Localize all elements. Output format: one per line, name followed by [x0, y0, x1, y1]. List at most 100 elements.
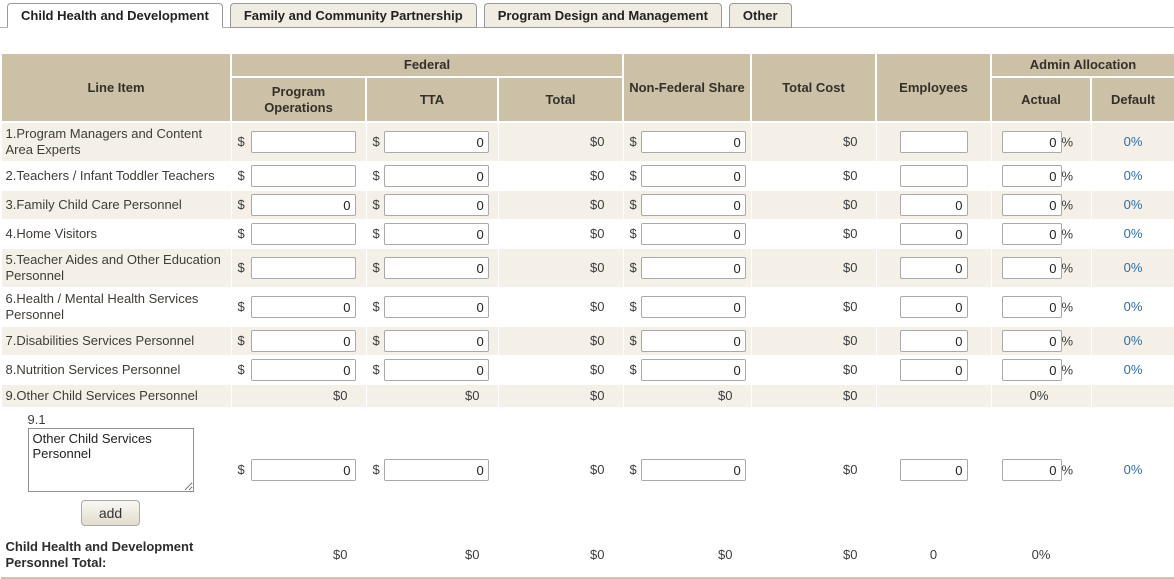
percent-sign: %	[1061, 134, 1074, 150]
percent-sign: %	[1061, 299, 1074, 315]
dollar-sign: $	[372, 333, 380, 348]
actual-percent-input[interactable]	[1001, 194, 1062, 216]
program-operations-input[interactable]	[250, 459, 356, 481]
table-row: 2.Teachers / Infant Toddler Teachers $ $…	[0, 161, 1174, 191]
tta-input[interactable]	[383, 131, 489, 153]
non-federal-share-input[interactable]	[640, 257, 746, 279]
program-operations-input[interactable]	[250, 257, 356, 279]
col-header-default: Default	[1090, 76, 1174, 123]
total-cost-value: $0	[750, 190, 877, 220]
dollar-sign: $	[629, 333, 637, 348]
total-row: Child Health and Development Personnel T…	[0, 532, 1174, 579]
tta-input[interactable]	[383, 296, 489, 318]
line-item-label: 7.Disabilities Services Personnel	[0, 326, 232, 356]
tta-input[interactable]	[383, 257, 489, 279]
program-operations-input[interactable]	[250, 359, 356, 381]
tta-input[interactable]	[383, 165, 489, 187]
non-federal-share-input[interactable]	[640, 194, 746, 216]
default-percent-link[interactable]: 0%	[1123, 333, 1143, 348]
non-federal-share-input[interactable]	[640, 359, 746, 381]
actual-percent-input[interactable]	[1001, 330, 1062, 352]
actual-percent-input[interactable]	[1001, 131, 1062, 153]
actual-percent-input[interactable]	[1001, 257, 1062, 279]
non-federal-share-input[interactable]	[640, 165, 746, 187]
program-operations-input[interactable]	[250, 223, 356, 245]
program-operations-input[interactable]	[250, 131, 356, 153]
tta-input[interactable]	[383, 359, 489, 381]
default-percent-link[interactable]: 0%	[1123, 299, 1143, 314]
dollar-sign: $	[237, 226, 245, 241]
table-row: 3.Family Child Care Personnel $ $ $0 $ $…	[0, 190, 1174, 220]
employees-input[interactable]	[899, 194, 968, 216]
col-header-non-federal-share: Non-Federal Share	[622, 52, 752, 123]
non-federal-share-value: $0	[622, 384, 752, 408]
actual-percent-value: 0%	[990, 384, 1092, 408]
dollar-sign: $	[629, 168, 637, 183]
other-personnel-name-textarea[interactable]: Other Child Services Personnel	[27, 428, 194, 492]
program-operations-input[interactable]	[250, 296, 356, 318]
footer-tta-total: $0	[365, 532, 499, 579]
footer-program-operations-total: $0	[230, 532, 367, 579]
federal-total-value: $0	[497, 355, 624, 385]
employees-input[interactable]	[899, 359, 968, 381]
employees-input[interactable]	[899, 330, 968, 352]
dollar-sign: $	[372, 260, 380, 275]
line-item-label: 8.Nutrition Services Personnel	[0, 355, 232, 385]
table-row: 1.Program Managers and Content Area Expe…	[0, 121, 1174, 162]
program-operations-input[interactable]	[250, 194, 356, 216]
line-item-label: 3.Family Child Care Personnel	[0, 190, 232, 220]
line-item-label: 1.Program Managers and Content Area Expe…	[0, 121, 232, 162]
actual-percent-input[interactable]	[1001, 223, 1062, 245]
employees-input[interactable]	[899, 257, 968, 279]
percent-sign: %	[1061, 168, 1074, 184]
non-federal-share-input[interactable]	[640, 330, 746, 352]
federal-total-value: $0	[497, 248, 624, 288]
actual-percent-input[interactable]	[1001, 296, 1062, 318]
col-header-program-operations: Program Operations	[230, 76, 367, 123]
tab-family-and-community-partnership[interactable]: Family and Community Partnership	[229, 3, 477, 28]
footer-default-blank	[1090, 532, 1174, 579]
employees-input[interactable]	[899, 296, 968, 318]
non-federal-share-input[interactable]	[640, 459, 746, 481]
line-item-label: 2.Teachers / Infant Toddler Teachers	[0, 161, 232, 191]
percent-sign: %	[1061, 197, 1074, 213]
actual-percent-input[interactable]	[1001, 165, 1062, 187]
tta-input[interactable]	[383, 330, 489, 352]
table-row: 8.Nutrition Services Personnel $ $ $0 $ …	[0, 355, 1174, 385]
non-federal-share-input[interactable]	[640, 296, 746, 318]
tta-input[interactable]	[383, 194, 489, 216]
employees-input[interactable]	[899, 165, 968, 187]
dollar-sign: $	[237, 168, 245, 183]
non-federal-share-input[interactable]	[640, 131, 746, 153]
total-cost-value: $0	[750, 384, 877, 408]
tab-other[interactable]: Other	[728, 3, 792, 28]
category-tabbar: Child Health and Development Family and …	[0, 0, 1174, 28]
tab-program-design-and-management[interactable]: Program Design and Management	[483, 3, 722, 28]
footer-employees-total: 0	[875, 532, 992, 579]
line-item-label: 6.Health / Mental Health Services Person…	[0, 287, 232, 327]
dollar-sign: $	[372, 134, 380, 149]
default-percent-link[interactable]: 0%	[1123, 462, 1143, 477]
default-percent-link[interactable]: 0%	[1123, 197, 1143, 212]
program-operations-input[interactable]	[250, 330, 356, 352]
default-percent-link[interactable]: 0%	[1123, 134, 1143, 149]
dollar-sign: $	[629, 462, 637, 477]
employees-input[interactable]	[899, 459, 968, 481]
actual-percent-input[interactable]	[1001, 459, 1062, 481]
program-operations-input[interactable]	[250, 165, 356, 187]
percent-sign: %	[1061, 260, 1074, 276]
tta-input[interactable]	[383, 459, 489, 481]
default-percent-link[interactable]: 0%	[1123, 260, 1143, 275]
add-button[interactable]: add	[80, 500, 141, 526]
employees-input[interactable]	[899, 131, 968, 153]
dollar-sign: $	[237, 299, 245, 314]
actual-percent-input[interactable]	[1001, 359, 1062, 381]
non-federal-share-input[interactable]	[640, 223, 746, 245]
employees-input[interactable]	[899, 223, 968, 245]
default-percent-link[interactable]: 0%	[1123, 226, 1143, 241]
default-percent-link[interactable]: 0%	[1123, 362, 1143, 377]
tta-input[interactable]	[383, 223, 489, 245]
col-header-total: Total	[497, 76, 624, 123]
default-percent-link[interactable]: 0%	[1123, 168, 1143, 183]
tab-child-health-and-development[interactable]: Child Health and Development	[7, 3, 223, 28]
